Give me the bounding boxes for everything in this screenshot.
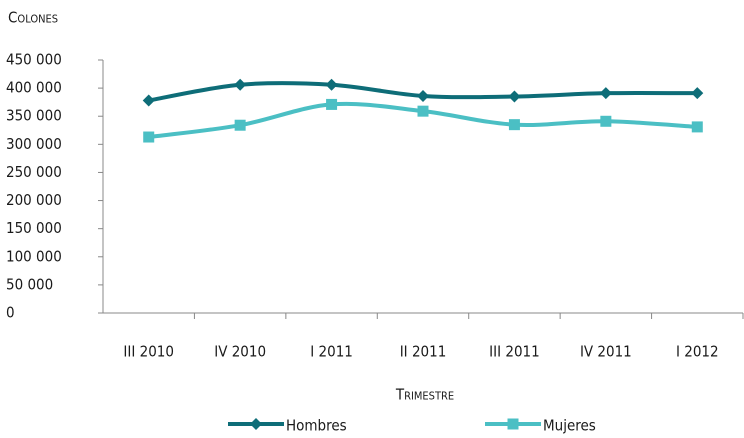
legend-marker <box>250 418 262 430</box>
y-tick-label: 350 000 <box>6 107 62 125</box>
y-tick-label: 250 000 <box>6 163 62 181</box>
x-tick-label: IV 2010 <box>214 343 266 361</box>
legend-marker <box>507 418 519 430</box>
y-axis-title: Colones <box>8 9 58 27</box>
point-marker <box>325 78 338 91</box>
y-tick-label: 150 000 <box>6 219 62 237</box>
point-marker <box>234 78 247 91</box>
point-marker <box>691 121 703 133</box>
y-tick-label: 400 000 <box>6 79 62 97</box>
x-tick-label: I 2011 <box>310 343 353 361</box>
point-marker <box>417 89 429 102</box>
x-tick-label: III 2011 <box>489 343 540 361</box>
point-marker <box>326 98 338 110</box>
point-marker <box>508 119 520 131</box>
x-tick-label: II 2011 <box>400 343 447 361</box>
legend-label: Hombres <box>286 417 347 435</box>
y-tick-label: 50 000 <box>6 275 53 293</box>
legend-label: Mujeres <box>543 417 596 435</box>
y-tick-label: 100 000 <box>6 247 62 265</box>
point-marker <box>600 115 612 127</box>
y-tick-label: 0 <box>6 304 15 322</box>
y-tick-label: 300 000 <box>6 135 62 153</box>
point-marker <box>234 119 246 131</box>
x-tick-label: III 2010 <box>123 343 174 361</box>
y-tick-label: 450 000 <box>6 51 62 69</box>
x-tick-label: I 2012 <box>676 343 719 361</box>
point-marker <box>691 87 704 100</box>
x-tick-label: IV 2011 <box>580 343 632 361</box>
point-marker <box>417 105 429 117</box>
point-marker <box>508 90 521 103</box>
point-marker <box>143 131 155 143</box>
x-axis-title: Trimestre <box>395 386 454 404</box>
point-marker <box>142 94 155 107</box>
point-marker <box>599 87 612 100</box>
y-tick-label: 200 000 <box>6 191 62 209</box>
